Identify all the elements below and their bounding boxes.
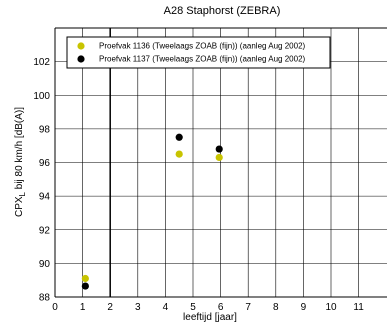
y-axis-label-subscript: L bbox=[18, 191, 27, 196]
data-point-series-1-2 bbox=[215, 153, 223, 162]
x-tick-label-1: 1 bbox=[80, 302, 86, 313]
legend-box bbox=[66, 36, 331, 69]
y-tick-label-4: 96 bbox=[39, 158, 51, 169]
x-tick-label-8: 8 bbox=[273, 302, 279, 313]
grid bbox=[55, 28, 387, 297]
axes bbox=[54, 27, 387, 298]
x-tick-label-10: 10 bbox=[325, 302, 337, 313]
y-tick-label-0: 88 bbox=[39, 293, 51, 304]
x-tick-label-9: 9 bbox=[301, 302, 307, 313]
chart-title: A28 Staphorst (ZEBRA) bbox=[164, 5, 281, 17]
y-tick-labels: 88 90 92 94 96 98 100 102 bbox=[33, 57, 50, 303]
x-tick-label-0: 0 bbox=[52, 302, 58, 313]
data-points bbox=[81, 133, 223, 290]
y-tick-label-7: 102 bbox=[33, 57, 50, 68]
x-tick-label-6: 6 bbox=[218, 302, 224, 313]
data-point-series-1-1 bbox=[175, 150, 183, 158]
legend-marker-series-1 bbox=[77, 42, 85, 50]
data-point-series-2-0 bbox=[81, 282, 89, 290]
legend-label-series-2: Proefvak 1137 (Tweelaags ZOAB (fijn)) (a… bbox=[99, 55, 306, 64]
legend-label-series-1: Proefvak 1136 (Tweelaags ZOAB (fijn)) (a… bbox=[99, 42, 306, 51]
y-tick-label-2: 92 bbox=[39, 225, 51, 236]
y-tick-label-3: 94 bbox=[39, 192, 51, 203]
x-tick-label-4: 4 bbox=[163, 302, 169, 313]
x-tick-labels: 0 1 2 3 4 5 6 7 8 9 10 11 bbox=[52, 302, 364, 313]
x-tick-label-7: 7 bbox=[245, 302, 251, 313]
data-point-series-1-0 bbox=[81, 274, 89, 283]
y-axis-label: CPXL bij 80 km/h [dB(A)] bbox=[14, 107, 27, 217]
y-tick-label-1: 90 bbox=[39, 259, 51, 270]
y-tick-label-5: 98 bbox=[39, 124, 51, 135]
data-point-series-2-2 bbox=[215, 145, 223, 153]
legend-marker-series-2 bbox=[77, 55, 85, 63]
x-tick-label-5: 5 bbox=[190, 302, 196, 313]
x-tick-label-2: 2 bbox=[107, 302, 113, 313]
x-axis-label: leeftijd [jaar] bbox=[183, 312, 237, 323]
data-point-series-2-1 bbox=[175, 133, 183, 141]
legend: Proefvak 1136 (Tweelaags ZOAB (fijn)) (a… bbox=[66, 36, 331, 69]
y-tick-label-6: 100 bbox=[33, 91, 50, 102]
y-axis-label-prefix: CPX bbox=[14, 196, 25, 217]
y-axis-label-suffix: bij 80 km/h [dB(A)] bbox=[14, 107, 25, 192]
x-tick-label-3: 3 bbox=[135, 302, 141, 313]
x-tick-label-11: 11 bbox=[353, 302, 364, 313]
